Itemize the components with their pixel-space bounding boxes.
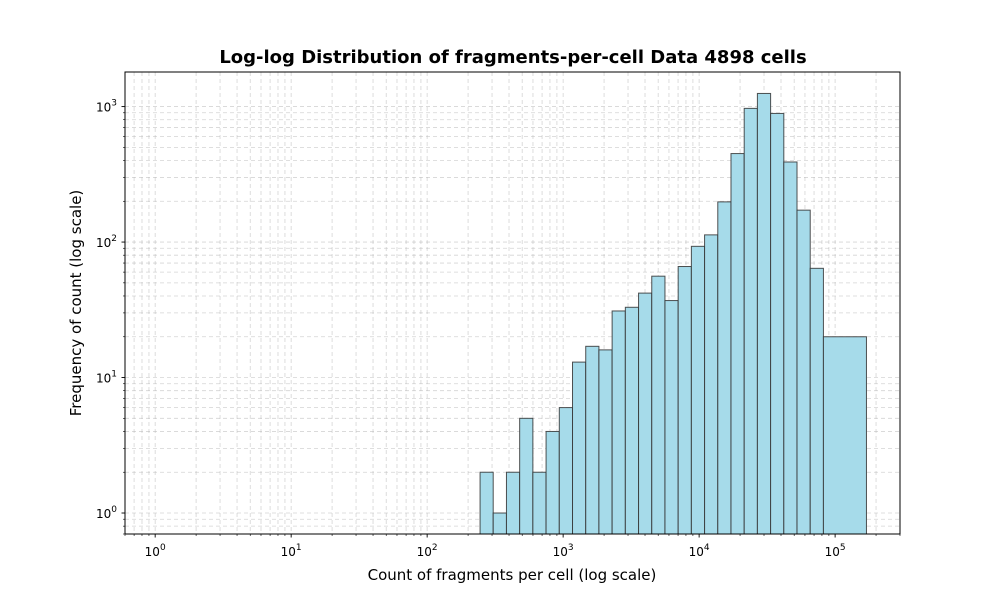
axis-ticks: 100 101 102 103 104 105 100 101 102 103	[96, 99, 901, 559]
histogram-bar	[704, 234, 719, 535]
histogram-bar	[743, 107, 758, 535]
histogram-bar	[558, 407, 574, 535]
histogram-bar	[690, 245, 706, 535]
histogram-bar	[585, 345, 600, 535]
histogram-bar	[717, 201, 732, 535]
x-axis-label: Count of fragments per cell (log scale)	[368, 566, 657, 584]
x-tick-label: 104	[689, 543, 710, 559]
histogram-bar	[796, 209, 811, 535]
histogram-bar	[519, 417, 534, 535]
x-tick-label: 105	[825, 543, 846, 559]
histogram-bar	[479, 471, 494, 535]
chart-title: Log-log Distribution of fragments-per-ce…	[219, 47, 806, 68]
histogram-bar	[532, 471, 547, 535]
histogram-bar	[492, 512, 507, 535]
x-tick-label: 101	[281, 543, 302, 559]
histogram-bars	[479, 92, 867, 535]
histogram-bar	[730, 153, 745, 535]
x-tick-label: 102	[417, 543, 438, 559]
histogram-bar	[638, 292, 653, 535]
histogram-bar	[664, 300, 679, 535]
y-tick-label: 102	[96, 234, 117, 250]
y-tick-label: 101	[96, 370, 117, 386]
plot-area-frame	[124, 71, 901, 535]
histogram-bar	[505, 471, 521, 535]
y-tick-label: 100	[96, 505, 117, 521]
histogram-bar	[624, 306, 640, 535]
histogram-bar	[598, 349, 613, 535]
histogram-bar	[572, 361, 587, 535]
y-axis-label: Frequency of count (log scale)	[67, 190, 85, 417]
histogram-bar	[783, 161, 798, 535]
x-tick-label: 100	[145, 543, 166, 559]
histogram-bar	[651, 275, 666, 535]
histogram-bar	[809, 267, 824, 535]
histogram-bar	[770, 112, 785, 535]
histogram-bar	[677, 266, 692, 535]
y-tick-label: 103	[96, 99, 117, 115]
histogram-bar	[611, 310, 626, 535]
x-tick-label: 103	[553, 543, 574, 559]
histogram-bar	[822, 336, 867, 535]
histogram-bar	[545, 430, 560, 535]
histogram-bar	[756, 92, 772, 535]
